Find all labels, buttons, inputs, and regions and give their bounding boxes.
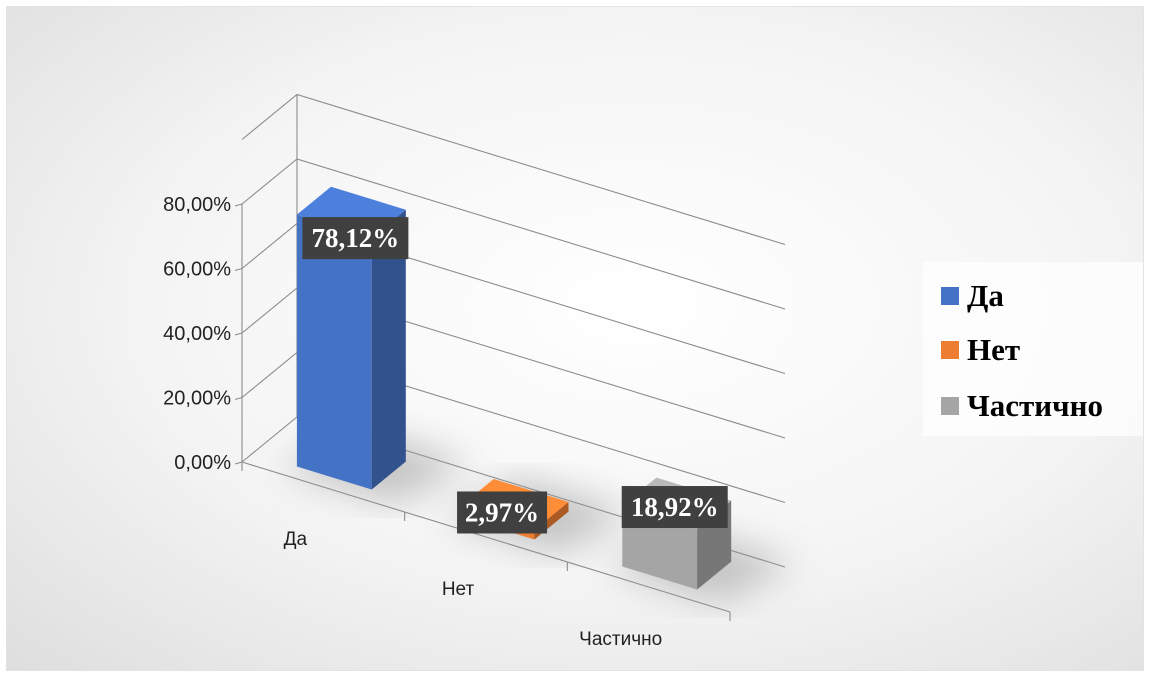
y-tick-mark	[234, 461, 243, 465]
x-axis-line	[241, 461, 731, 613]
y-tick-mark	[234, 332, 243, 336]
legend-item-chastichno: Частично	[941, 386, 1103, 426]
x-category-label: Частично	[579, 629, 662, 650]
data-label: 2,97%	[465, 497, 539, 527]
x-category-label: Нет	[442, 579, 475, 600]
axes	[234, 203, 731, 621]
data-label-box	[621, 486, 728, 529]
y-tick-label: 0,00%	[174, 452, 231, 474]
legend-label-da: Да	[967, 278, 1004, 313]
y-tick-label: 80,00%	[163, 194, 231, 216]
y-tick-labels: 0,00% 20,00% 40,00% 60,00% 80,00%	[163, 194, 231, 474]
y-tick-mark	[234, 203, 243, 207]
bar-front-face	[296, 214, 372, 490]
legend-swatch-chastichno	[941, 397, 959, 415]
legend-item-da: Да	[941, 276, 1004, 316]
y-tick-mark	[234, 396, 243, 401]
data-label: 78,12%	[312, 223, 400, 253]
data-labels: 78,12% 2,97% 18,92%	[302, 217, 728, 534]
legend-item-net: Нет	[941, 330, 1020, 370]
legend-swatch-net	[941, 341, 959, 359]
legend-label-net: Нет	[967, 332, 1021, 367]
data-label-box	[457, 491, 548, 534]
bar-side-face	[371, 209, 406, 490]
legend-label-chastichno: Частично	[967, 388, 1103, 423]
y-tick-label: 40,00%	[163, 323, 231, 345]
y-tick-label: 60,00%	[163, 259, 231, 281]
legend-swatch-da	[941, 287, 959, 305]
x-category-label: Да	[284, 529, 308, 550]
data-label: 18,92%	[631, 492, 719, 522]
y-tick-mark	[234, 267, 243, 272]
y-tick-label: 20,00%	[163, 388, 231, 410]
legend: Да Нет Частично	[923, 262, 1143, 436]
data-label-box	[302, 217, 409, 260]
x-category-labels: Да Нет Частично	[284, 529, 663, 650]
